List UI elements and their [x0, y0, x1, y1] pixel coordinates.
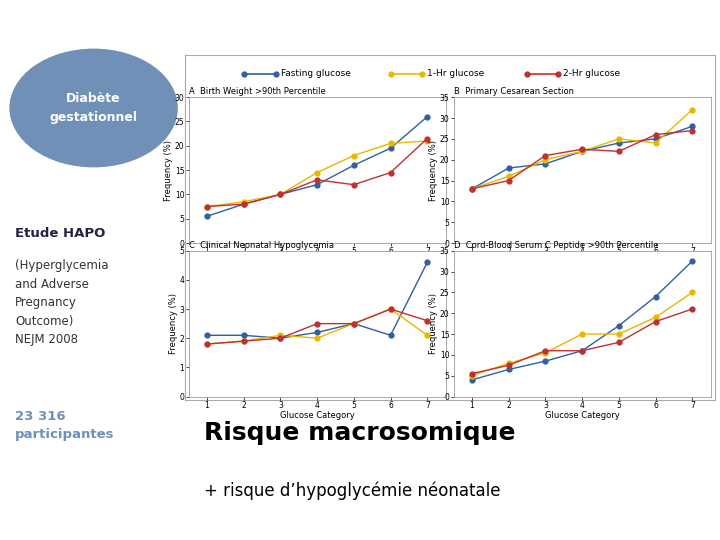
Text: C  Clinical Neonatal Hypoglycemia: C Clinical Neonatal Hypoglycemia — [189, 241, 333, 250]
Text: (Hyperglycemia
and Adverse
Pregnancy
Outcome)
NEJM 2008: (Hyperglycemia and Adverse Pregnancy Out… — [15, 259, 109, 346]
X-axis label: Glucose Category: Glucose Category — [545, 411, 619, 420]
Text: Diabète
gestationnel: Diabète gestationnel — [50, 92, 138, 124]
Y-axis label: Frequency (%): Frequency (%) — [164, 140, 174, 200]
X-axis label: Glucose Category: Glucose Category — [280, 411, 354, 420]
Text: Etude HAPO: Etude HAPO — [15, 227, 105, 240]
Text: 1-Hr glucose: 1-Hr glucose — [428, 69, 485, 78]
Ellipse shape — [9, 49, 178, 167]
Text: 23 316
participantes: 23 316 participantes — [15, 410, 114, 441]
Text: Fasting glucose: Fasting glucose — [281, 69, 351, 78]
Text: B  Primary Cesarean Section: B Primary Cesarean Section — [454, 87, 574, 97]
X-axis label: Glucose Category: Glucose Category — [545, 258, 619, 267]
Text: D  Cord-Blood Serum C Peptide >90th Percentile: D Cord-Blood Serum C Peptide >90th Perce… — [454, 241, 658, 250]
Text: 2-Hr glucose: 2-Hr glucose — [563, 69, 621, 78]
X-axis label: Glucose Category: Glucose Category — [280, 258, 354, 267]
Y-axis label: Frequency (%): Frequency (%) — [429, 293, 438, 354]
Y-axis label: Frequency (%): Frequency (%) — [169, 293, 178, 354]
Text: Risque macrosomique: Risque macrosomique — [204, 421, 515, 444]
Y-axis label: Frequency (%): Frequency (%) — [429, 140, 438, 200]
Text: A  Birth Weight >90th Percentile: A Birth Weight >90th Percentile — [189, 87, 325, 97]
Text: + risque d’hypoglycémie néonatale: + risque d’hypoglycémie néonatale — [204, 481, 500, 500]
